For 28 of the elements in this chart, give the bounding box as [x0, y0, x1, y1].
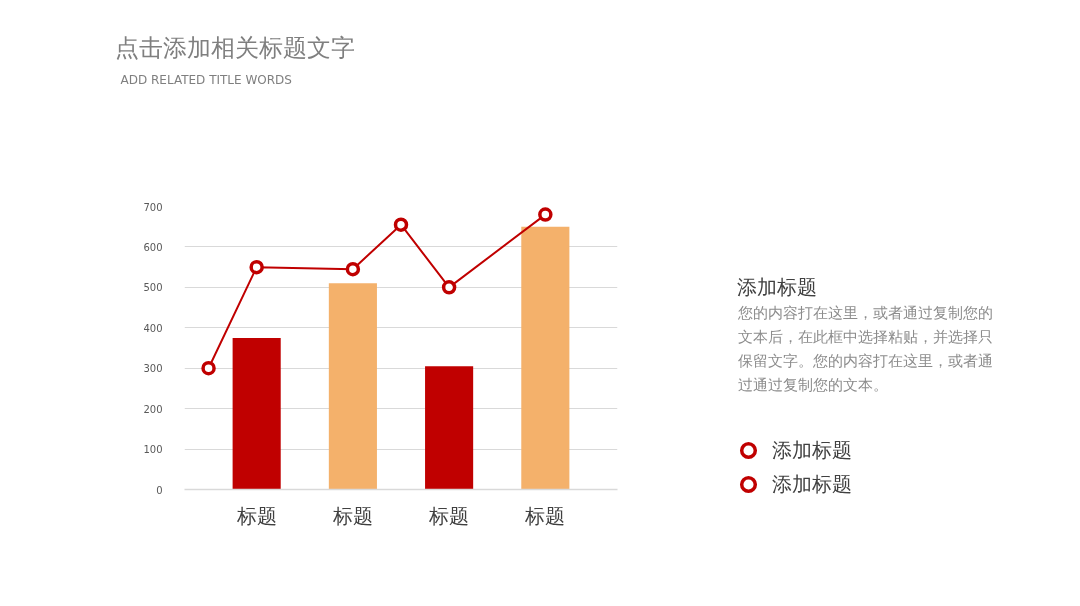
y-tick-label: 200 — [143, 403, 163, 415]
x-tick-label: 标题 — [235, 503, 277, 528]
chart-subtitle: ADD RELATED TITLE WORDS — [120, 72, 292, 87]
x-tick-label: 标题 — [428, 503, 470, 528]
point — [249, 259, 264, 275]
x-tick-label: 标题 — [331, 503, 373, 528]
bar — [232, 337, 281, 490]
legend-label: 添加标题 — [772, 470, 852, 498]
point — [345, 261, 361, 277]
bar — [328, 283, 377, 490]
bar — [425, 366, 474, 490]
y-tick-label: 700 — [143, 201, 163, 213]
text: 添加标题 — [736, 274, 817, 299]
chart-title: 点击添加相关标题文字 — [114, 33, 355, 62]
y-tick-label: 600 — [143, 241, 163, 253]
point — [538, 207, 553, 222]
legend-label: 添加标题 — [772, 436, 852, 464]
y-tick-label: 0 — [156, 484, 163, 496]
point — [441, 280, 457, 295]
point — [393, 217, 409, 232]
y-tick-label: 500 — [143, 282, 163, 294]
y-tick-label: 400 — [143, 322, 163, 334]
point — [201, 360, 216, 376]
bar — [521, 226, 570, 490]
x-tick-label: 标题 — [524, 503, 566, 528]
text: 您的内容打在这里，或者通过复制您的文本后，在此框中选择粘贴，并选择只保留文字。您的内容打在这里，或者通过通过复制您的文本。 — [736, 303, 993, 394]
y-tick-label: 300 — [143, 363, 163, 375]
y-tick-label: 100 — [143, 444, 163, 456]
